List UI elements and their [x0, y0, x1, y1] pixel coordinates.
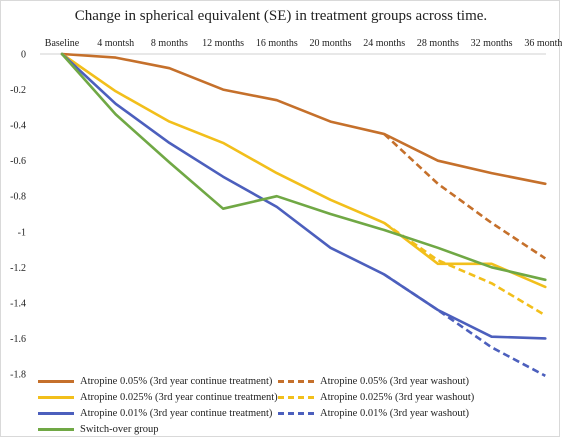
y-tick-label: 0 [21, 50, 26, 61]
y-tick-label: -0.2 [10, 85, 26, 96]
legend-label: Atropine 0.01% (3rd year continue treatm… [80, 407, 273, 419]
x-tick-label: Baseline [45, 38, 80, 49]
y-tick-label: -1 [18, 227, 26, 238]
legend-label: Atropine 0.05% (3rd year continue treatm… [80, 375, 273, 387]
y-tick-label: -1.2 [10, 263, 26, 274]
legend-item-5: Atropine 0.01% (3rd year washout) [278, 405, 469, 421]
legend-item-1: Atropine 0.05% (3rd year washout) [278, 373, 469, 389]
legend-swatch [278, 395, 314, 399]
x-tick-label: 16 months [256, 38, 298, 49]
legend-swatch [278, 379, 314, 383]
x-tick-label: 28 months [417, 38, 459, 49]
series-line-4 [60, 52, 547, 340]
series-line-5 [383, 273, 546, 377]
x-tick-label: 20 months [310, 38, 352, 49]
x-tick-label: 12 months [202, 38, 244, 49]
legend-swatch [38, 427, 74, 431]
y-tick-label: -0.4 [10, 121, 26, 132]
legend-item-2: Atropine 0.025% (3rd year continue treat… [38, 389, 278, 405]
chart-legend: Atropine 0.05% (3rd year continue treatm… [38, 373, 538, 437]
chart-title: Change in spherical equivalent (SE) in t… [74, 8, 488, 24]
legend-label: Atropine 0.025% (3rd year washout) [320, 391, 475, 403]
legend-item-4: Atropine 0.01% (3rd year continue treatm… [38, 405, 272, 421]
x-tick-label: 36 months [524, 38, 562, 49]
x-tick-label: 32 months [471, 38, 513, 49]
series-line-2 [60, 52, 547, 289]
x-tick-label: 8 months [151, 38, 188, 49]
series-line-1 [383, 133, 547, 260]
legend-label: Atropine 0.025% (3rd year continue treat… [80, 391, 278, 403]
y-tick-label: -0.6 [10, 156, 26, 167]
legend-label: Atropine 0.05% (3rd year washout) [320, 375, 469, 387]
x-tick-label: 4 montsh [97, 38, 134, 49]
legend-item-3: Atropine 0.025% (3rd year washout) [278, 389, 474, 405]
legend-item-6: Switch-over group [38, 421, 158, 437]
legend-swatch [38, 395, 74, 399]
series-line-6 [60, 52, 547, 282]
legend-label: Atropine 0.01% (3rd year washout) [320, 407, 469, 419]
y-tick-label: -0.8 [10, 192, 26, 203]
y-tick-label: -1.8 [10, 370, 26, 381]
legend-swatch [38, 379, 74, 383]
series-line-3 [383, 221, 546, 317]
series-line-0 [60, 52, 547, 186]
legend-label: Switch-over group [80, 423, 159, 435]
x-tick-label: 24 months [363, 38, 405, 49]
y-tick-label: -1.6 [10, 334, 26, 345]
legend-swatch [278, 411, 314, 415]
legend-item-0: Atropine 0.05% (3rd year continue treatm… [38, 373, 272, 389]
y-tick-label: -1.4 [10, 298, 26, 309]
legend-swatch [38, 411, 74, 415]
